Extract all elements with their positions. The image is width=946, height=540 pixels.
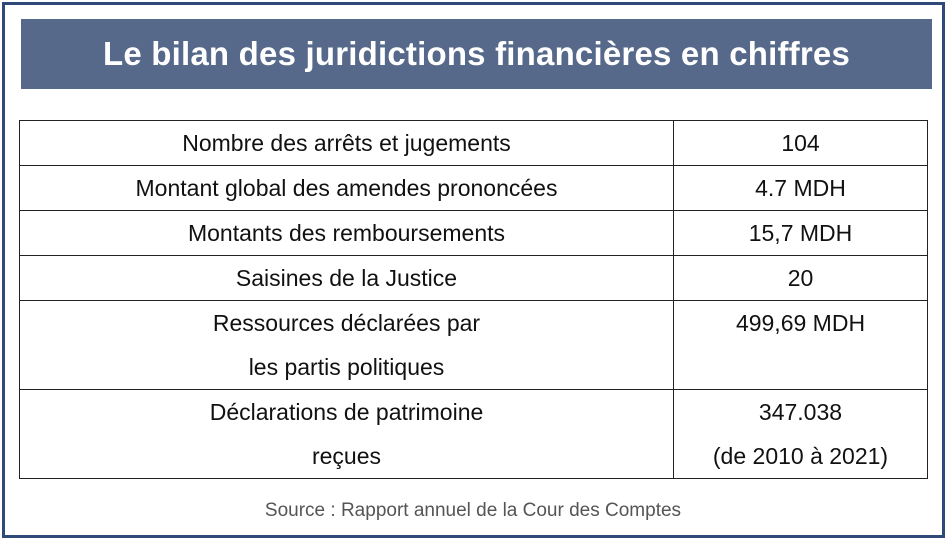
row-label: Ressources déclarées par les partis poli… <box>19 300 674 390</box>
row-label-line: Saisines de la Justice <box>235 265 458 291</box>
row-label-line: Déclarations de patrimoine <box>209 399 484 425</box>
row-label: Montant global des amendes prononcées <box>19 165 674 211</box>
table-row: Saisines de la Justice 20 <box>19 255 928 301</box>
row-value-line: 499,69 MDH <box>735 310 866 336</box>
source-note: Source : Rapport annuel de la Cour des C… <box>264 500 682 521</box>
row-value: 104 <box>673 120 928 166</box>
row-value-line: 347.038 <box>758 399 843 425</box>
table-row: Déclarations de patrimoine reçues 347.03… <box>19 389 928 479</box>
row-value-line: 104 <box>781 130 820 156</box>
row-value-line: 15,7 MDH <box>748 220 853 246</box>
row-value-line: (de 2010 à 2021) <box>712 443 889 469</box>
row-label: Montants des remboursements <box>19 210 674 256</box>
row-value-line: 4.7 MDH <box>755 175 846 201</box>
row-value: 15,7 MDH <box>673 210 928 256</box>
table-row: Ressources déclarées par les partis poli… <box>19 300 928 390</box>
title-banner: Le bilan des juridictions financières en… <box>21 19 932 89</box>
row-label: Nombre des arrêts et jugements <box>19 120 674 166</box>
row-value: 499,69 MDH <box>673 300 928 390</box>
table-row: Montant global des amendes prononcées 4.… <box>19 165 928 211</box>
statistics-table: Nombre des arrêts et jugements 104 Monta… <box>19 120 928 479</box>
row-value: 20 <box>673 255 928 301</box>
row-label-line: Nombre des arrêts et jugements <box>182 130 511 156</box>
row-label-line: Montant global des amendes prononcées <box>135 175 558 201</box>
row-value: 347.038 (de 2010 à 2021) <box>673 389 928 479</box>
row-label: Saisines de la Justice <box>19 255 674 301</box>
row-value-line: 20 <box>787 265 814 291</box>
table-row: Nombre des arrêts et jugements 104 <box>19 120 928 166</box>
row-label: Déclarations de patrimoine reçues <box>19 389 674 479</box>
row-label-line: Ressources déclarées par <box>212 310 481 336</box>
row-label-line: les partis politiques <box>248 354 445 380</box>
row-value: 4.7 MDH <box>673 165 928 211</box>
table-row: Montants des remboursements 15,7 MDH <box>19 210 928 256</box>
row-label-line: Montants des remboursements <box>187 220 506 246</box>
row-label-line: reçues <box>311 443 382 469</box>
page-title: Le bilan des juridictions financières en… <box>103 35 850 72</box>
